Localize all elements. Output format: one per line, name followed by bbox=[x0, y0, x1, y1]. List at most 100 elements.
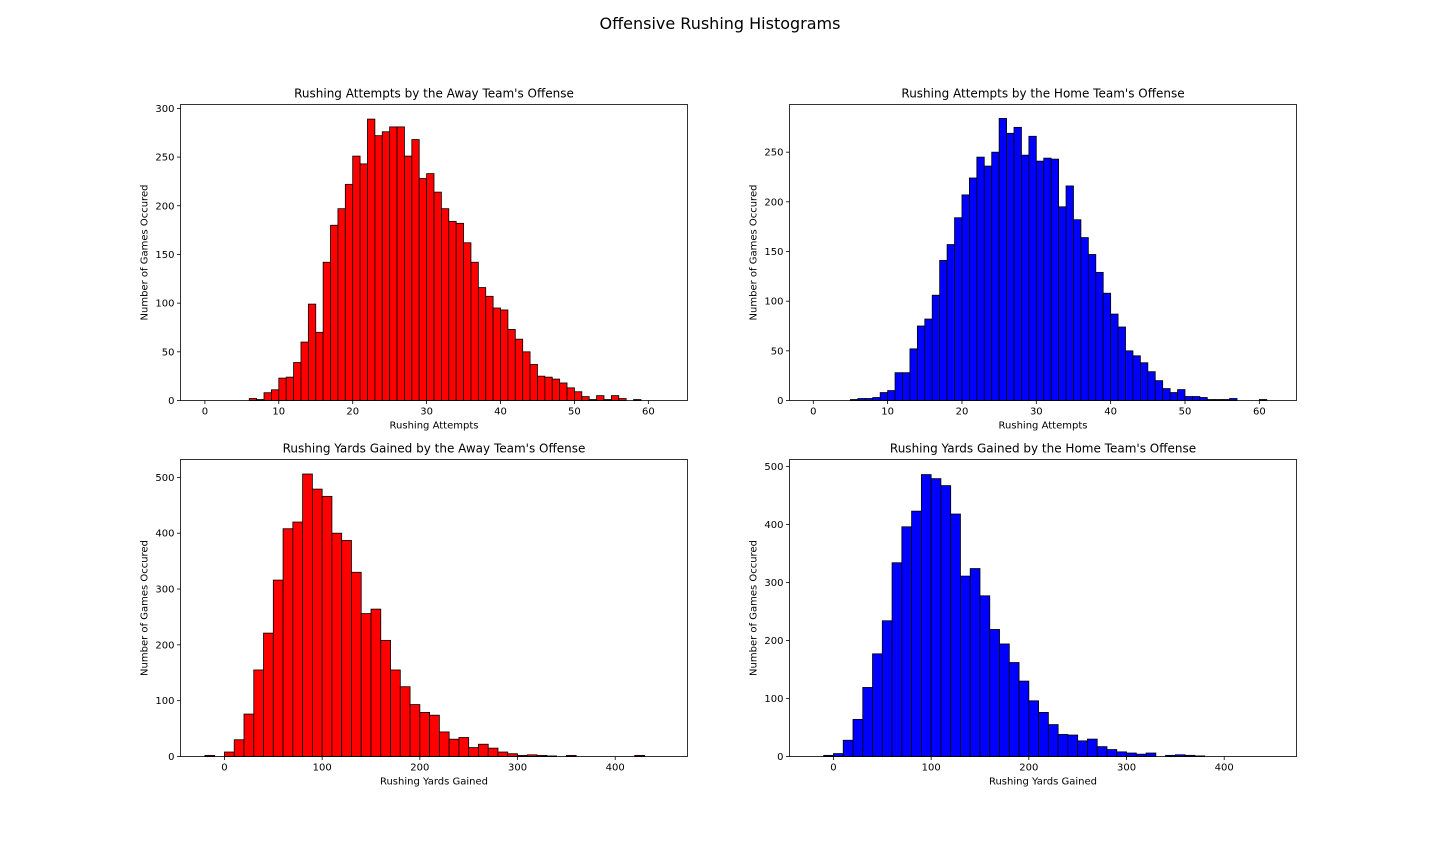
y-tick-label: 400 bbox=[764, 520, 783, 531]
histogram-bar bbox=[1035, 160, 1045, 401]
histogram-bar bbox=[1110, 313, 1119, 401]
histogram-bar bbox=[477, 287, 487, 401]
histogram-bar bbox=[1184, 396, 1193, 401]
histogram-bar bbox=[272, 579, 284, 757]
histogram-bar bbox=[833, 753, 844, 757]
x-tick-label: 50 bbox=[568, 407, 581, 418]
histogram-bar bbox=[507, 329, 516, 401]
histogram-bar bbox=[300, 341, 309, 401]
y-tick-label: 100 bbox=[155, 696, 174, 707]
x-tick-label: 30 bbox=[1030, 407, 1043, 418]
histogram-bar bbox=[1038, 712, 1049, 757]
histogram-bar bbox=[879, 392, 889, 401]
histogram-bar bbox=[998, 118, 1007, 401]
histogram-bar bbox=[470, 261, 479, 401]
histogram-bar bbox=[1199, 397, 1208, 401]
plot-frame bbox=[180, 104, 688, 401]
histogram-bar bbox=[960, 575, 971, 757]
y-axis-label: Number of Games Occured bbox=[749, 540, 760, 676]
y-tick-label: 400 bbox=[155, 529, 174, 540]
histogram-bar bbox=[1154, 380, 1164, 401]
x-tick-label: 0 bbox=[830, 763, 836, 774]
histogram-bar bbox=[969, 177, 978, 401]
panel-title: Rushing Yards Gained by the Home Team's … bbox=[890, 442, 1196, 456]
away-rushing-yards-histogram: 0 100 200 300 400 0 100 200 300 400 500 Rushing Yar… bbox=[140, 442, 688, 788]
histogram-bar bbox=[1077, 740, 1088, 757]
histogram-bar bbox=[1125, 350, 1134, 401]
histogram-bar bbox=[478, 743, 489, 757]
x-tick-label: 300 bbox=[1117, 763, 1136, 774]
y-tick-label: 200 bbox=[155, 201, 174, 212]
histogram-bar bbox=[351, 571, 362, 757]
histogram-bar bbox=[458, 737, 470, 757]
y-tick-label: 100 bbox=[764, 297, 783, 308]
y-tick-label: 500 bbox=[155, 473, 174, 484]
histogram-bar bbox=[991, 151, 1000, 401]
y-tick-label: 200 bbox=[764, 636, 783, 647]
y-tick-label: 50 bbox=[162, 347, 175, 358]
histogram-bar bbox=[1065, 185, 1074, 401]
x-tick-label: 30 bbox=[420, 407, 433, 418]
histogram-bar bbox=[574, 391, 583, 401]
histogram-bar bbox=[1008, 662, 1020, 757]
bars bbox=[850, 118, 1268, 401]
y-axis-label: Number of Games Occured bbox=[749, 185, 760, 321]
histogram-bar bbox=[418, 178, 428, 401]
histogram-bar bbox=[979, 595, 991, 757]
x-axis-label: Rushing Attempts bbox=[999, 421, 1088, 432]
y-tick-label: 0 bbox=[168, 396, 174, 407]
histogram-bar bbox=[253, 669, 264, 757]
histogram-bar bbox=[1050, 158, 1060, 401]
histogram-bar bbox=[950, 513, 961, 757]
plot-frame bbox=[180, 459, 688, 757]
histogram-bar bbox=[360, 613, 372, 757]
histogram-bar bbox=[961, 194, 970, 401]
histogram-bar bbox=[559, 382, 568, 401]
histogram-bar bbox=[1087, 738, 1098, 757]
histogram-bar bbox=[448, 738, 460, 757]
x-tick-label: 200 bbox=[1019, 763, 1038, 774]
histogram-bar bbox=[344, 183, 354, 401]
histogram-bar bbox=[263, 632, 274, 757]
histogram-bar bbox=[404, 155, 413, 401]
panel-title: Rushing Attempts by the Away Team's Offe… bbox=[294, 87, 574, 101]
histogram-bar bbox=[1021, 154, 1030, 401]
histogram-bar bbox=[507, 753, 518, 757]
x-tick-label: 50 bbox=[1179, 407, 1192, 418]
histogram-bar bbox=[396, 126, 405, 401]
histogram-bar bbox=[529, 364, 538, 401]
x-tick-label: 100 bbox=[313, 763, 332, 774]
x-axis-label: Rushing Attempts bbox=[390, 421, 479, 432]
y-tick-label: 50 bbox=[771, 346, 784, 357]
histogram-bar bbox=[842, 739, 854, 757]
histogram-bar bbox=[311, 488, 323, 757]
histogram-bar bbox=[485, 295, 494, 401]
histogram-bar bbox=[224, 751, 235, 757]
histogram-bar bbox=[359, 163, 368, 401]
histogram-bar bbox=[901, 526, 913, 757]
histogram-bar bbox=[292, 521, 304, 757]
y-tick-label: 250 bbox=[155, 153, 174, 164]
histogram-bar bbox=[352, 155, 361, 401]
y-tick-label: 500 bbox=[764, 462, 783, 473]
histogram-bar bbox=[307, 303, 317, 401]
away-rushing-attempts-histogram: 0 10 20 30 40 50 60 0 50 100 150 200 250 300 Rushing A… bbox=[140, 87, 688, 432]
histogram-bar bbox=[999, 643, 1010, 757]
histogram-bar bbox=[455, 222, 464, 401]
histogram-bar bbox=[500, 309, 509, 401]
histogram-bar bbox=[429, 714, 440, 757]
histogram-bar bbox=[969, 568, 981, 757]
histogram-bar bbox=[924, 318, 933, 401]
histogram-bar bbox=[1028, 135, 1037, 401]
histogram-bar bbox=[872, 653, 883, 757]
home-rushing-attempts-histogram: 0 10 20 30 40 50 60 0 50 100 150 200 250 Rushing Atte… bbox=[749, 87, 1297, 432]
histogram-bar bbox=[1080, 237, 1089, 401]
histogram-bar bbox=[881, 620, 893, 757]
x-tick-label: 200 bbox=[410, 763, 429, 774]
y-tick-label: 250 bbox=[764, 148, 783, 159]
histogram-bar bbox=[1067, 734, 1079, 757]
x-tick-label: 100 bbox=[922, 763, 941, 774]
x-tick-label: 40 bbox=[494, 407, 507, 418]
histogram-bar bbox=[1192, 396, 1201, 401]
histogram-bar bbox=[285, 376, 294, 401]
